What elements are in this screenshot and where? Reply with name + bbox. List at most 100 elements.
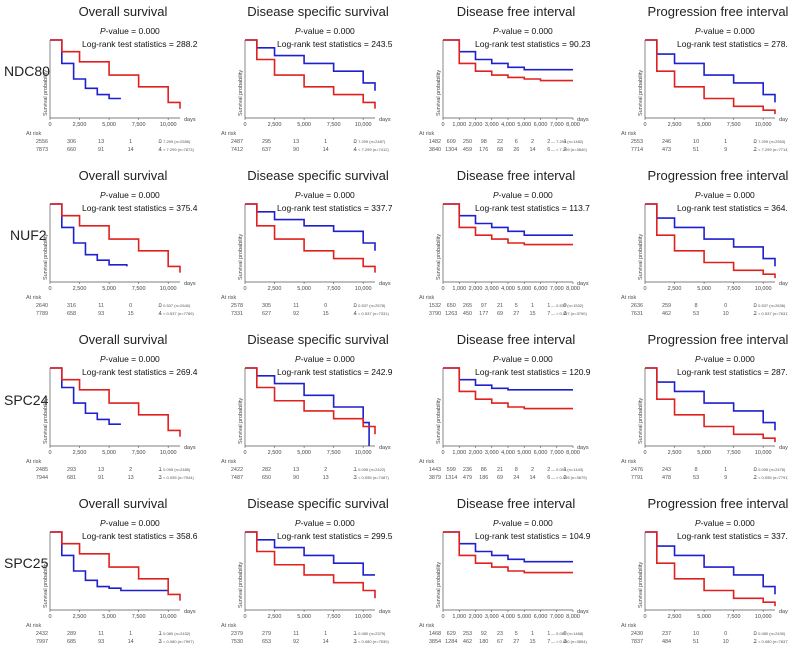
y-axis-label: Survival probability xyxy=(238,562,244,608)
at-risk-label: At risk xyxy=(26,295,42,301)
survival-curve-high xyxy=(50,367,121,425)
legend-low: — < 0.080 (n=7997) xyxy=(158,639,194,644)
risk-high-value: 0 xyxy=(354,303,357,309)
p-value-label: P-value = 0.000 xyxy=(695,26,755,36)
risk-low-value: 93 xyxy=(98,639,104,645)
x-tick-label: 7,500 xyxy=(132,122,146,128)
x-tick-label: 0 xyxy=(243,122,246,128)
risk-high-value: 5 xyxy=(515,631,518,637)
legend-low: — < 7.299 (n=7873) xyxy=(158,147,194,152)
risk-low-value: 2 xyxy=(563,475,566,481)
days-label: days xyxy=(184,609,196,615)
risk-low-value: 10 xyxy=(723,311,729,317)
x-tick-label: 10,000 xyxy=(355,122,372,128)
risk-high-value: 1 xyxy=(354,631,357,637)
risk-high-value: 265 xyxy=(463,303,472,309)
x-tick-label: 7,500 xyxy=(132,286,146,292)
legend-low: — < 0.095 (n=7944) xyxy=(158,475,194,480)
risk-high-value: 306 xyxy=(67,139,76,145)
x-tick-label: 2,500 xyxy=(668,122,682,128)
gene-label-spc24: SPC24 xyxy=(4,392,49,408)
legend-low: — < 0.080 (n=3854) xyxy=(551,639,587,644)
x-tick-label: 2,000 xyxy=(469,122,483,128)
risk-high-value: 0 xyxy=(563,303,566,309)
risk-low-value: 91 xyxy=(98,475,104,481)
x-tick-label: 10,000 xyxy=(355,614,372,620)
x-tick-label: 2,500 xyxy=(268,122,282,128)
risk-high-value: 13 xyxy=(293,467,299,473)
x-tick-label: 7,000 xyxy=(550,122,564,128)
x-tick-label: 6,000 xyxy=(534,122,548,128)
panels: Overall survival P-value = 0.000 Log-rank … xyxy=(26,4,788,645)
x-tick-label: 2,000 xyxy=(469,450,483,456)
risk-low-value: 186 xyxy=(479,475,488,481)
risk-high-value: 5 xyxy=(515,303,518,309)
legend-high: — 7.299 (n=2553) xyxy=(753,139,786,144)
days-label: days xyxy=(184,281,196,287)
km-panel: Overall survival P-value = 0.000 Log-rank … xyxy=(26,168,198,317)
risk-high-value: 2 xyxy=(129,467,132,473)
risk-low-value: 6 xyxy=(547,147,550,153)
panel-title: Disease free interval xyxy=(457,168,576,183)
x-tick-label: 7,500 xyxy=(727,122,741,128)
risk-high-value: 2422 xyxy=(231,467,243,473)
risk-high-value: 8 xyxy=(515,467,518,473)
logrank-label: Log-rank test statistics = 278.8 xyxy=(677,39,788,49)
p-value-label: P-value = 0.000 xyxy=(695,354,755,364)
days-label: days xyxy=(577,609,589,615)
risk-high-value: 1 xyxy=(563,139,566,145)
risk-low-value: 650 xyxy=(262,475,271,481)
x-tick-label: 0 xyxy=(48,614,51,620)
p-value-label: P-value = 0.000 xyxy=(695,518,755,528)
risk-high-value: 2430 xyxy=(631,631,643,637)
logrank-label: Log-rank test statistics = 287.8 xyxy=(677,367,788,377)
x-tick-label: 3,000 xyxy=(485,450,499,456)
risk-low-value: 3 xyxy=(354,475,357,481)
km-panel: Disease free interval P-value = 0.000 Log-… xyxy=(419,168,590,317)
x-tick-label: 6,000 xyxy=(534,614,548,620)
risk-high-value: 1 xyxy=(531,631,534,637)
logrank-label: Log-rank test statistics = 120.9 xyxy=(475,367,591,377)
x-tick-label: 1,000 xyxy=(452,614,466,620)
risk-high-value: 2432 xyxy=(36,631,48,637)
y-axis-label: Survival probability xyxy=(638,562,644,608)
risk-high-value: 2485 xyxy=(36,467,48,473)
x-tick-label: 7,500 xyxy=(727,286,741,292)
x-tick-label: 2,500 xyxy=(73,286,87,292)
survival-curve-low xyxy=(50,203,181,273)
risk-high-value: 1532 xyxy=(429,303,441,309)
y-axis-label: Survival probability xyxy=(43,234,49,280)
risk-high-value: 11 xyxy=(98,303,104,309)
x-tick-label: 6,000 xyxy=(534,286,548,292)
panel-title: Progression free interval xyxy=(648,4,788,19)
risk-low-value: 7714 xyxy=(631,147,643,153)
risk-high-value: 243 xyxy=(662,467,671,473)
p-value-label: P-value = 0.000 xyxy=(295,26,355,36)
km-panel: Disease specific survival P-value = 0.000… xyxy=(221,4,393,153)
legend-low: — < 7.299 (n=7714) xyxy=(753,147,788,152)
risk-high-value: 650 xyxy=(447,303,456,309)
x-tick-label: 0 xyxy=(643,286,646,292)
logrank-label: Log-rank test statistics = 90.23 xyxy=(475,39,591,49)
p-value-label: P-value = 0.000 xyxy=(295,190,355,200)
gene-labels: NDC80 NUF2 SPC24 SPC25 xyxy=(4,63,50,571)
risk-low-value: 3790 xyxy=(429,311,441,317)
risk-low-value: 14 xyxy=(529,147,535,153)
panel-title: Progression free interval xyxy=(648,168,788,183)
risk-high-value: 0 xyxy=(354,139,357,145)
p-value-label: P-value = 0.000 xyxy=(493,354,553,364)
risk-high-value: 609 xyxy=(447,139,456,145)
km-panel: Disease specific survival P-value = 0.000… xyxy=(221,168,393,317)
risk-high-value: 2 xyxy=(547,139,550,145)
risk-high-value: 2 xyxy=(547,467,550,473)
risk-low-value: 92 xyxy=(293,639,299,645)
risk-low-value: 53 xyxy=(693,311,699,317)
legend-low: — < 7.299 (n=7412) xyxy=(353,147,389,152)
risk-low-value: 3 xyxy=(159,475,162,481)
at-risk-label: At risk xyxy=(621,295,637,301)
risk-high-value: 293 xyxy=(67,467,76,473)
risk-high-value: 1 xyxy=(324,139,327,145)
risk-low-value: 479 xyxy=(463,475,472,481)
survival-curve-high xyxy=(443,531,573,563)
risk-low-value: 14 xyxy=(128,147,134,153)
